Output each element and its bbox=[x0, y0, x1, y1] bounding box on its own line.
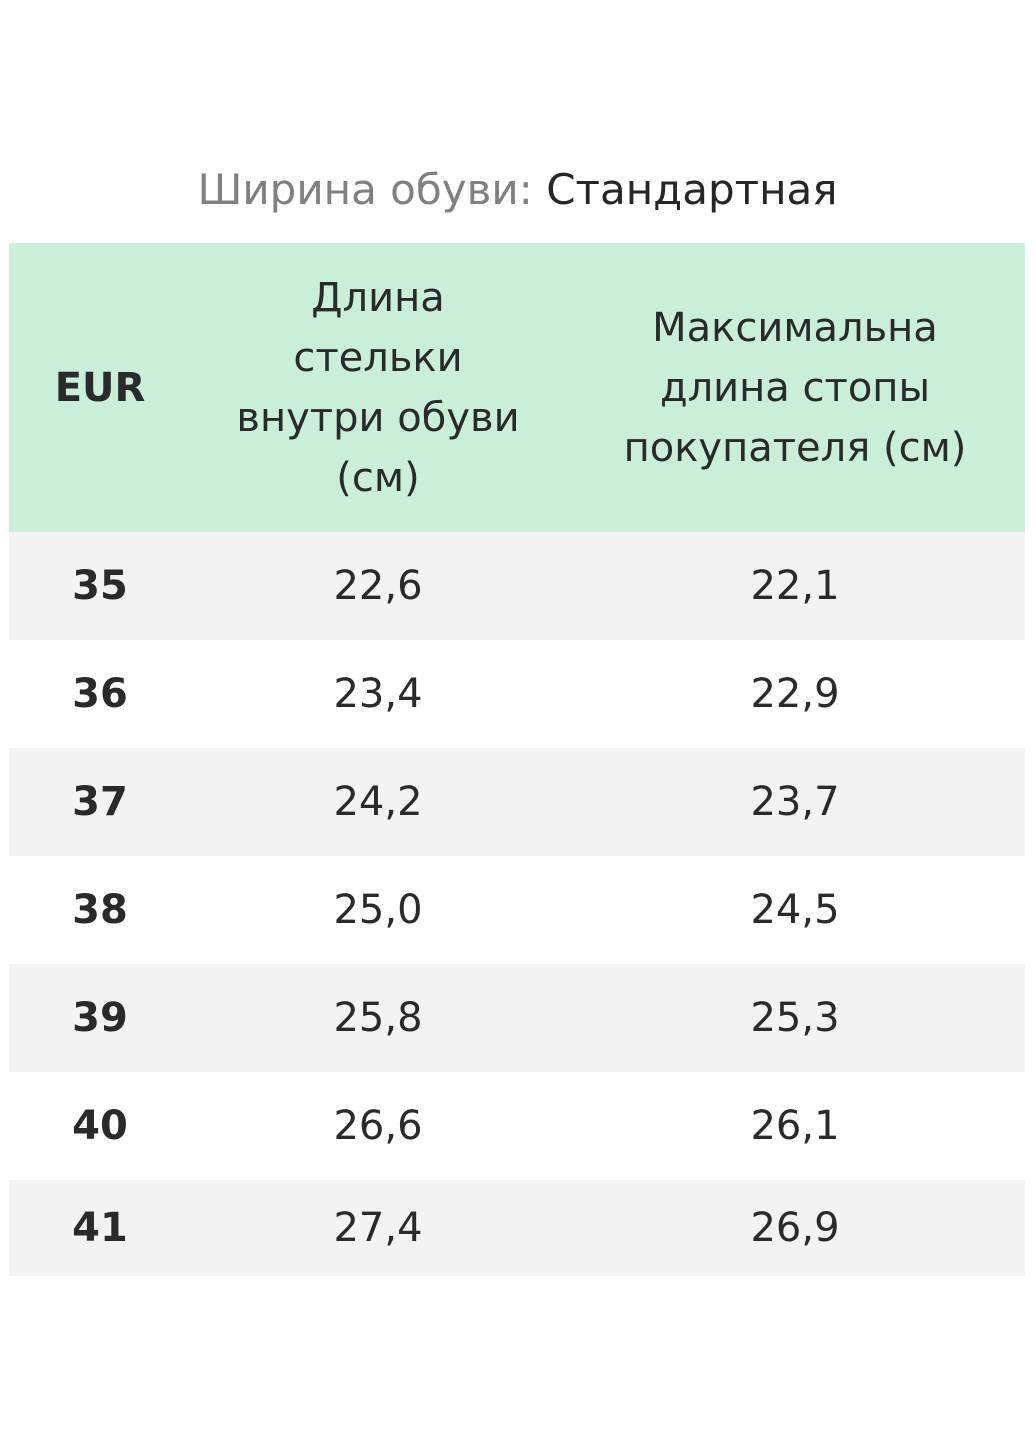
column-header: Длина стельки внутри обуви (см) bbox=[236, 274, 520, 501]
column-header: EUR bbox=[54, 364, 146, 411]
table-head: EUR Длина стельки внутри обуви (см) Максим… bbox=[9, 243, 1025, 532]
size-cell: 41 bbox=[72, 1205, 128, 1251]
size-table: EUR Длина стельки внутри обуви (см) Максим… bbox=[9, 243, 1025, 1276]
length-cell: 26,1 bbox=[750, 1103, 840, 1149]
table-row: 41 27,4 26,9 bbox=[9, 1180, 1025, 1276]
title-value: Стандартная bbox=[546, 165, 838, 214]
header-row: EUR Длина стельки внутри обуви (см) Максим… bbox=[9, 243, 1025, 532]
length-cell: 27,4 bbox=[333, 1205, 423, 1251]
length-cell: 25,3 bbox=[750, 995, 840, 1041]
size-cell: 35 bbox=[72, 563, 128, 609]
length-cell: 26,6 bbox=[333, 1103, 423, 1149]
length-cell: 22,6 bbox=[333, 563, 423, 609]
length-cell: 22,1 bbox=[750, 563, 840, 609]
table-row: 38 25,0 24,5 bbox=[9, 856, 1025, 964]
size-cell: 40 bbox=[72, 1103, 128, 1149]
length-cell: 23,7 bbox=[750, 779, 840, 825]
size-cell: 37 bbox=[72, 779, 128, 825]
length-cell: 22,9 bbox=[750, 671, 840, 717]
title: Ширина обуви: Стандартная bbox=[0, 160, 1035, 220]
title-label: Ширина обуви: bbox=[197, 165, 533, 214]
table-body: 35 22,6 22,1 36 23,4 22,9 37 24,2 23,7 38 25,0 24,5… bbox=[9, 532, 1025, 1276]
size-cell: 39 bbox=[72, 995, 128, 1041]
length-cell: 23,4 bbox=[333, 671, 423, 717]
table-row: 35 22,6 22,1 bbox=[9, 532, 1025, 640]
length-cell: 24,2 bbox=[333, 779, 423, 825]
table-row: 37 24,2 23,7 bbox=[9, 748, 1025, 856]
size-cell: 36 bbox=[72, 671, 128, 717]
table-row: 39 25,8 25,3 bbox=[9, 964, 1025, 1072]
length-cell: 24,5 bbox=[750, 887, 840, 933]
length-cell: 26,9 bbox=[750, 1205, 840, 1251]
length-cell: 25,0 bbox=[333, 887, 423, 933]
table-row: 40 26,6 26,1 bbox=[9, 1072, 1025, 1180]
size-cell: 38 bbox=[72, 887, 128, 933]
length-cell: 25,8 bbox=[333, 995, 423, 1041]
table-row: 36 23,4 22,9 bbox=[9, 640, 1025, 748]
column-header: Максимальна длина стопы покупателя (см) bbox=[623, 304, 967, 471]
